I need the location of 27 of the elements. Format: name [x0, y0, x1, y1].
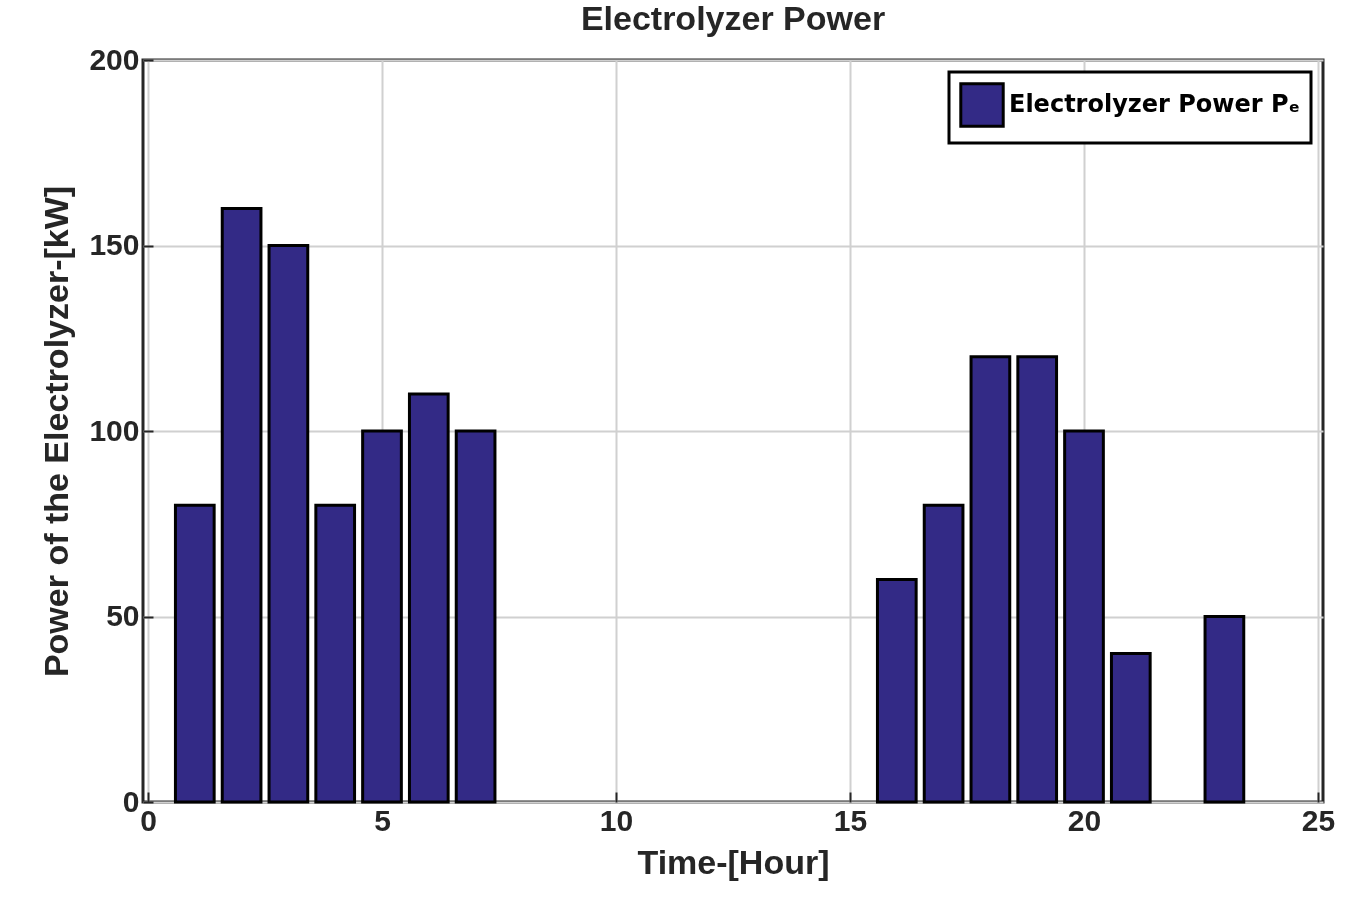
- y-tick-label: 200: [89, 42, 140, 76]
- bar: [1016, 355, 1059, 804]
- x-tick-label: 25: [1301, 803, 1336, 837]
- y-tick-label: 100: [89, 413, 140, 447]
- y-axis-title: Power of the Electrolyzer-[kW]: [37, 185, 76, 678]
- x-axis-title: Time-[Hour]: [637, 842, 830, 881]
- bar: [314, 503, 357, 804]
- bar: [361, 429, 403, 804]
- bar: [1109, 652, 1152, 804]
- x-tick-label: 15: [833, 803, 868, 837]
- chart-title: Electrolyzer Power: [580, 0, 886, 37]
- bar: [1063, 429, 1105, 804]
- x-tick-label: 5: [374, 803, 391, 837]
- bar: [969, 355, 1012, 804]
- bar: [267, 244, 310, 804]
- y-tick-label: 50: [106, 599, 140, 632]
- bar: [922, 503, 965, 804]
- bar: [454, 429, 497, 804]
- bar: [875, 577, 918, 804]
- legend-label: Electrolyzer Power Pₑ: [1009, 90, 1301, 118]
- bar: [220, 206, 263, 804]
- y-tick-label: 150: [89, 228, 140, 261]
- x-tick-label: 10: [599, 803, 634, 837]
- bar: [1203, 615, 1246, 804]
- bar: [407, 392, 450, 804]
- x-tick-label: 20: [1067, 803, 1102, 837]
- bar: [173, 503, 216, 804]
